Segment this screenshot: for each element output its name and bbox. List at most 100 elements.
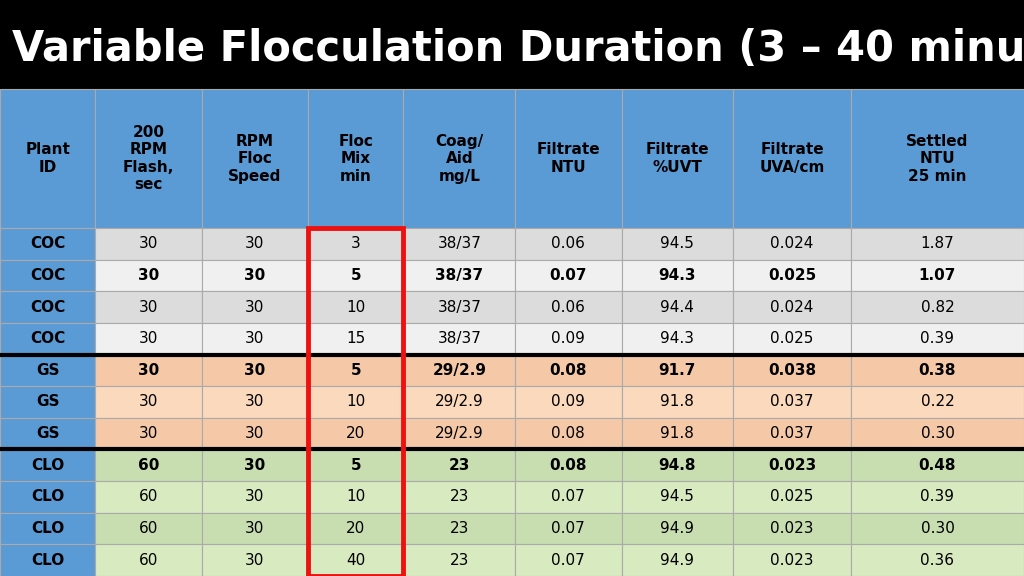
Bar bbox=[403, 449, 515, 481]
Bar bbox=[622, 355, 733, 386]
Text: 38/37: 38/37 bbox=[437, 331, 481, 346]
Text: GS: GS bbox=[36, 363, 59, 378]
Bar bbox=[515, 386, 622, 418]
Bar bbox=[202, 513, 308, 544]
Text: 30: 30 bbox=[246, 490, 264, 505]
Text: 0.30: 0.30 bbox=[921, 426, 954, 441]
Text: 29/2.9: 29/2.9 bbox=[435, 426, 483, 441]
Bar bbox=[733, 89, 851, 228]
Text: 30: 30 bbox=[139, 395, 158, 410]
Bar bbox=[403, 481, 515, 513]
Text: 0.024: 0.024 bbox=[770, 300, 814, 314]
Text: 20: 20 bbox=[346, 426, 366, 441]
Text: 0.07: 0.07 bbox=[550, 268, 587, 283]
Text: 30: 30 bbox=[245, 458, 265, 473]
Text: COC: COC bbox=[30, 236, 66, 251]
Text: 38/37: 38/37 bbox=[437, 300, 481, 314]
Text: 0.025: 0.025 bbox=[768, 268, 816, 283]
Text: RPM
Floc
Speed: RPM Floc Speed bbox=[228, 134, 282, 184]
Bar bbox=[851, 418, 1024, 449]
Bar bbox=[851, 355, 1024, 386]
Text: 0.09: 0.09 bbox=[551, 395, 586, 410]
Text: CLO: CLO bbox=[31, 521, 65, 536]
Text: 0.023: 0.023 bbox=[770, 553, 814, 568]
Bar bbox=[403, 323, 515, 355]
Bar bbox=[622, 481, 733, 513]
Bar bbox=[733, 449, 851, 481]
Bar bbox=[515, 291, 622, 323]
Bar bbox=[733, 260, 851, 291]
Text: 30: 30 bbox=[138, 363, 159, 378]
Bar bbox=[0, 544, 95, 576]
Text: 30: 30 bbox=[245, 363, 265, 378]
Text: 0.07: 0.07 bbox=[552, 553, 585, 568]
Text: 94.9: 94.9 bbox=[660, 553, 694, 568]
Bar bbox=[515, 481, 622, 513]
Bar bbox=[515, 89, 622, 228]
Bar bbox=[308, 260, 403, 291]
Text: Filtrate
NTU: Filtrate NTU bbox=[537, 142, 600, 175]
Bar bbox=[308, 481, 403, 513]
Text: 0.09: 0.09 bbox=[551, 331, 586, 346]
Bar bbox=[515, 260, 622, 291]
Bar bbox=[851, 481, 1024, 513]
Bar bbox=[308, 386, 403, 418]
Text: 60: 60 bbox=[139, 553, 158, 568]
Text: 94.9: 94.9 bbox=[660, 521, 694, 536]
Text: 94.4: 94.4 bbox=[660, 300, 694, 314]
Bar bbox=[308, 449, 403, 481]
Bar bbox=[308, 323, 403, 355]
Text: CLO: CLO bbox=[31, 553, 65, 568]
Bar bbox=[403, 386, 515, 418]
Bar bbox=[202, 386, 308, 418]
Bar bbox=[622, 89, 733, 228]
Text: CLO: CLO bbox=[31, 490, 65, 505]
Bar bbox=[733, 544, 851, 576]
Bar bbox=[622, 323, 733, 355]
Bar bbox=[733, 481, 851, 513]
Text: 0.06: 0.06 bbox=[551, 300, 586, 314]
Text: 23: 23 bbox=[450, 553, 469, 568]
Bar bbox=[0, 89, 95, 228]
Bar bbox=[95, 481, 202, 513]
Bar bbox=[851, 260, 1024, 291]
Text: 40: 40 bbox=[346, 553, 366, 568]
Bar bbox=[622, 228, 733, 260]
Bar bbox=[622, 386, 733, 418]
Text: 0.023: 0.023 bbox=[768, 458, 816, 473]
Text: 60: 60 bbox=[139, 521, 158, 536]
Text: Variable Flocculation Duration (3 – 40 minutes): Variable Flocculation Duration (3 – 40 m… bbox=[12, 28, 1024, 70]
Text: 0.07: 0.07 bbox=[552, 521, 585, 536]
Bar bbox=[0, 291, 95, 323]
Bar bbox=[0, 481, 95, 513]
Bar bbox=[202, 323, 308, 355]
Bar bbox=[95, 449, 202, 481]
Text: GS: GS bbox=[36, 395, 59, 410]
Bar bbox=[622, 544, 733, 576]
Bar bbox=[0, 513, 95, 544]
Text: 30: 30 bbox=[246, 395, 264, 410]
Bar bbox=[202, 449, 308, 481]
Bar bbox=[0, 355, 95, 386]
Text: 0.22: 0.22 bbox=[921, 395, 954, 410]
Bar bbox=[95, 228, 202, 260]
Bar bbox=[733, 513, 851, 544]
Text: 30: 30 bbox=[139, 426, 158, 441]
Bar bbox=[733, 355, 851, 386]
Bar bbox=[851, 291, 1024, 323]
Bar bbox=[95, 418, 202, 449]
Bar bbox=[622, 449, 733, 481]
Bar bbox=[95, 544, 202, 576]
Bar bbox=[308, 513, 403, 544]
Bar bbox=[308, 228, 403, 260]
Bar bbox=[515, 323, 622, 355]
Text: 30: 30 bbox=[246, 426, 264, 441]
Text: Coag/
Aid
mg/L: Coag/ Aid mg/L bbox=[435, 134, 483, 184]
Bar bbox=[515, 228, 622, 260]
Bar bbox=[515, 449, 622, 481]
Text: Settled
NTU
25 min: Settled NTU 25 min bbox=[906, 134, 969, 184]
Text: Filtrate
%UVT: Filtrate %UVT bbox=[645, 142, 710, 175]
Text: 23: 23 bbox=[449, 458, 470, 473]
Text: 0.08: 0.08 bbox=[550, 458, 587, 473]
Bar bbox=[403, 89, 515, 228]
